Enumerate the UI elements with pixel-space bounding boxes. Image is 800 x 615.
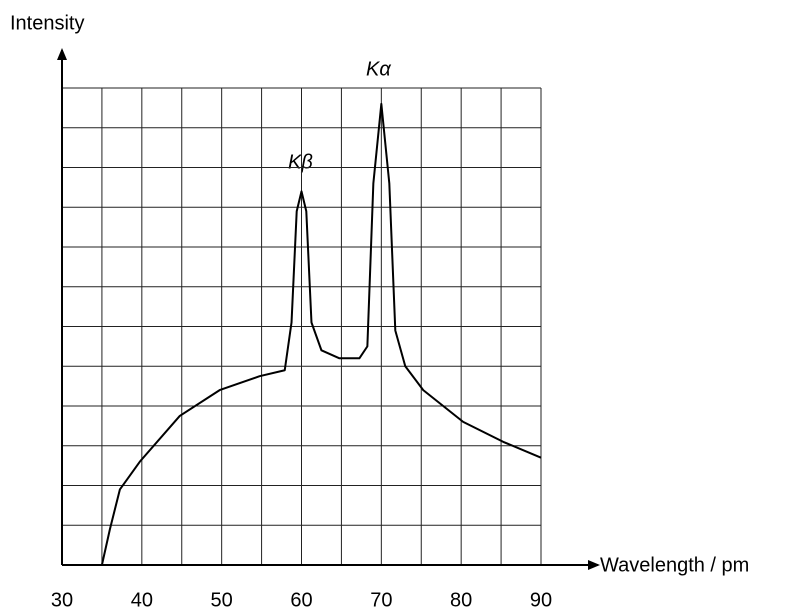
x-tick-label: 80 xyxy=(450,589,472,611)
x-tick-label: 90 xyxy=(530,589,552,611)
x-tick-label: 40 xyxy=(131,589,153,611)
x-tick-label: 30 xyxy=(51,589,73,611)
y-axis-label: Intensity xyxy=(10,12,84,34)
x-axis-label: Wavelength / pm xyxy=(600,554,749,576)
annotation: Kα xyxy=(366,58,391,80)
spectrum-line xyxy=(100,102,542,566)
x-tick-label: 50 xyxy=(211,589,233,611)
x-tick-label: 70 xyxy=(370,589,392,611)
annotation: Kβ xyxy=(288,151,313,173)
x-tick-label: 60 xyxy=(290,589,312,611)
